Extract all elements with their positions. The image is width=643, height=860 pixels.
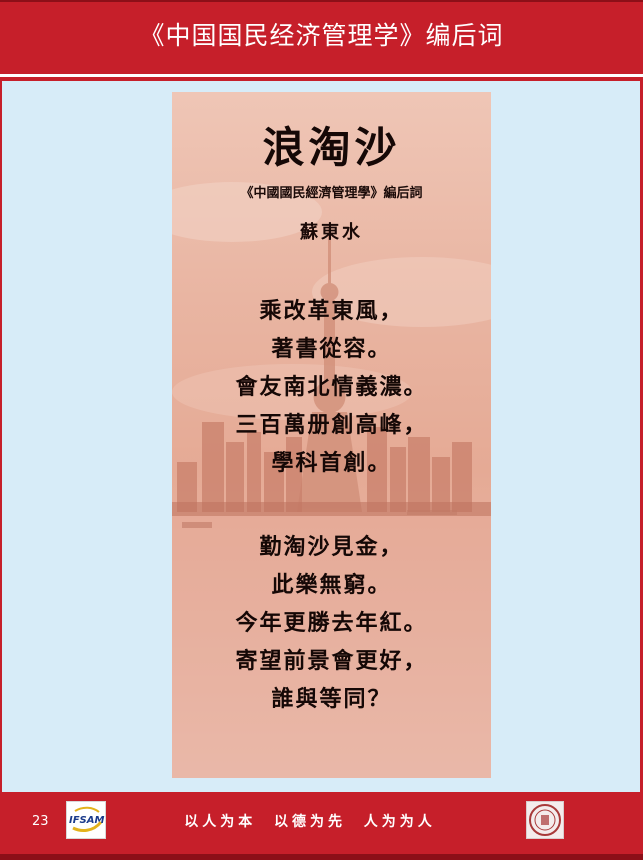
poem-line: 此樂無窮。 [271, 572, 392, 598]
poem-line: 今年更勝去年紅。 [235, 610, 428, 636]
right-border [640, 81, 643, 792]
footer-motto: 以人为本 以德为先 人为为人 [184, 814, 436, 830]
university-seal-logo [526, 801, 564, 839]
seal-emblem-icon [529, 804, 561, 836]
page-number: 23 [32, 814, 49, 829]
header-bar: 《中国国民经济管理学》编后词 [0, 0, 643, 74]
poem-line: 三百萬册創高峰， [235, 412, 428, 438]
left-border [0, 81, 2, 792]
ifsam-swoosh-icon [72, 806, 103, 832]
city-skyline-background [172, 182, 491, 778]
poem-stanza-2: 勤淘沙見金， 此樂無窮。 今年更勝去年紅。 寄望前景會更好， 誰與等同？ [172, 528, 491, 718]
poem-line: 著書從容。 [271, 336, 392, 362]
poem-title: 浪淘沙 [262, 123, 401, 172]
page-title: 《中国国民经济管理学》编后词 [139, 21, 504, 50]
footer-bottom-edge [0, 854, 643, 860]
poem-line: 會友南北情義濃。 [235, 374, 428, 400]
poem-line: 誰與等同？ [271, 686, 392, 712]
poem-panel: 浪淘沙 《中國國民經濟管理學》編后詞 蘇東水 乘改革東風， 著書從容。 會友南北… [172, 92, 491, 778]
poem-line: 寄望前景會更好， [235, 648, 428, 674]
header-underline [0, 77, 643, 81]
poem-stanza-1: 乘改革東風， 著書從容。 會友南北情義濃。 三百萬册創高峰， 學科首創。 [172, 292, 491, 482]
header-divider [0, 74, 643, 77]
footer-bar: 23 IFSAM 以人为本 以德为先 人为为人 [0, 792, 643, 860]
ifsam-logo: IFSAM [66, 801, 106, 839]
poem-author: 蘇東水 [300, 222, 363, 243]
ifsam-logo-text: IFSAM [69, 815, 105, 826]
poem-line: 勤淘沙見金， [259, 534, 404, 560]
poem-subtitle: 《中國國民經濟管理學》編后詞 [240, 186, 423, 201]
poem-line: 學科首創。 [271, 450, 392, 476]
poem-line: 乘改革東風， [259, 298, 404, 324]
